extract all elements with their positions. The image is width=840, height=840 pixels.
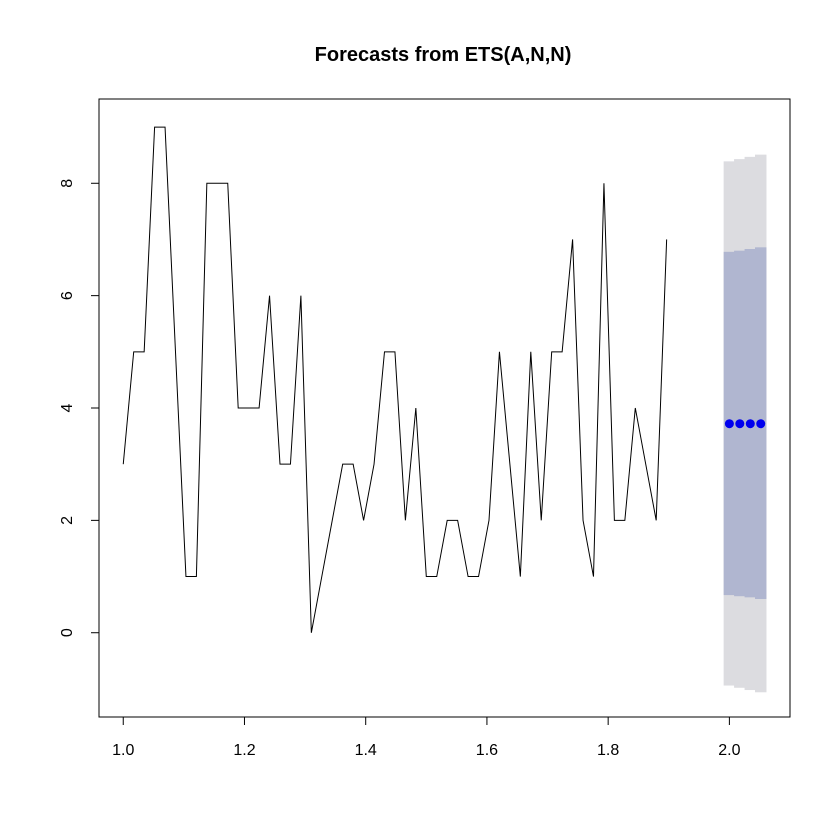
x-tick-label-1: 1.2 [233, 742, 255, 759]
x-tick-label-3: 1.6 [476, 742, 498, 759]
forecast-point-0 [724, 419, 734, 429]
x-tick-label-5: 2.0 [718, 742, 740, 759]
x-tick-label-4: 1.8 [597, 742, 619, 759]
y-tick-label-0: 0 [59, 628, 76, 637]
x-tick-label-2: 1.4 [355, 742, 377, 759]
forecast-point-3 [756, 419, 766, 429]
y-tick-label-3: 6 [59, 291, 76, 300]
chart-title: Forecasts from ETS(A,N,N) [315, 44, 572, 66]
x-tick-label-0: 1.0 [112, 742, 134, 759]
series-group [122, 126, 668, 633]
y-tick-label-1: 2 [59, 516, 76, 525]
forecast-points [724, 419, 766, 429]
forecast-point-2 [745, 419, 755, 429]
plot-area-frame [98, 98, 791, 718]
series-line-0 [122, 126, 668, 633]
x-axis: 1.0 1.2 1.4 1.6 1.8 2.0 [112, 716, 741, 759]
y-tick-label-2: 4 [59, 403, 76, 412]
y-tick-label-4: 8 [59, 179, 76, 188]
y-axis: 0 2 4 6 8 [59, 179, 100, 637]
forecast-point-1 [735, 419, 745, 429]
